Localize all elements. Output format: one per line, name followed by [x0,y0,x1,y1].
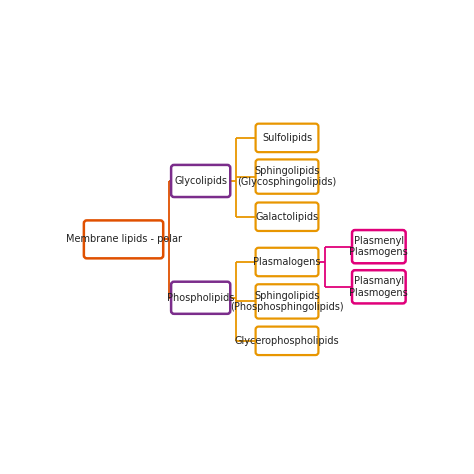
FancyBboxPatch shape [255,248,319,276]
FancyBboxPatch shape [352,230,406,263]
Text: Sphingolipids
(Glycosphingolipids): Sphingolipids (Glycosphingolipids) [237,166,337,187]
Text: Sulfolipids: Sulfolipids [262,133,312,143]
Text: Plasmalogens: Plasmalogens [253,257,321,267]
FancyBboxPatch shape [255,327,319,355]
Text: Membrane lipids - polar: Membrane lipids - polar [65,234,182,245]
Text: Glycolipids: Glycolipids [174,176,227,186]
FancyBboxPatch shape [255,284,319,319]
FancyBboxPatch shape [255,124,319,152]
Text: Plasmenyl
Plasmogens: Plasmenyl Plasmogens [349,236,408,257]
FancyBboxPatch shape [352,270,406,303]
Text: Plasmanyl
Plasmogens: Plasmanyl Plasmogens [349,276,408,298]
Text: Sphingolipids
(Phosphosphingolipids): Sphingolipids (Phosphosphingolipids) [230,291,344,312]
Text: Phospholipids: Phospholipids [167,293,234,303]
FancyBboxPatch shape [171,282,230,314]
Text: Glycerophospholipids: Glycerophospholipids [235,336,339,346]
FancyBboxPatch shape [171,165,230,197]
Text: Galactolipids: Galactolipids [255,212,319,222]
FancyBboxPatch shape [255,202,319,231]
FancyBboxPatch shape [255,159,319,194]
FancyBboxPatch shape [84,220,163,258]
